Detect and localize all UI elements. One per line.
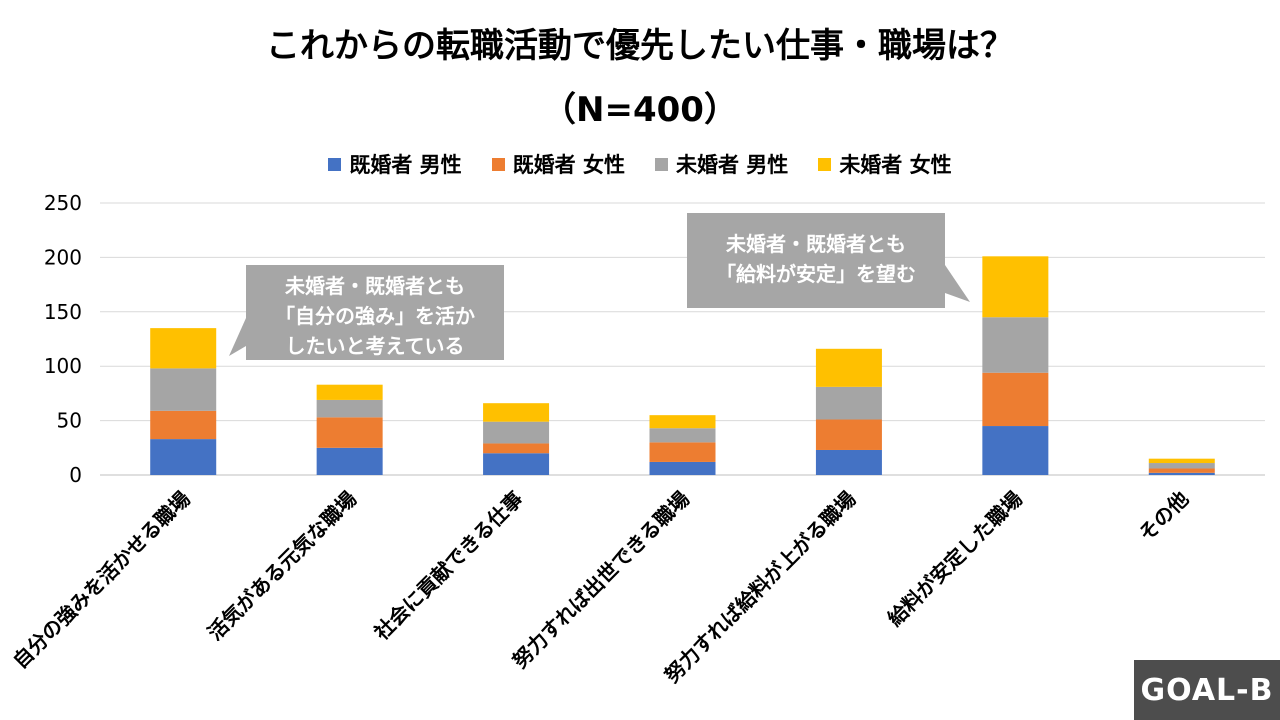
bar-segment <box>483 403 550 422</box>
callout-line: 「自分の強み」を活か <box>275 304 475 328</box>
bar-segment <box>1148 468 1215 473</box>
bar-segment <box>815 449 882 475</box>
bar-segment <box>649 461 716 475</box>
callout-line: 未婚者・既婚者とも <box>285 274 465 298</box>
bar-segment <box>649 428 716 443</box>
bar-segment <box>316 447 383 475</box>
legend-swatch <box>655 157 668 171</box>
bar-segment <box>150 439 217 475</box>
legend-item-single-female: 未婚者 女性 <box>818 149 952 179</box>
chart-subtitle: （N=400） <box>542 90 738 130</box>
legend-label: 未婚者 男性 <box>676 153 789 177</box>
x-tick-label: 努力すれば出世できる職場 <box>508 487 694 673</box>
bar-segment <box>1148 458 1215 464</box>
bar-segment <box>982 317 1049 373</box>
legend-swatch <box>328 157 342 171</box>
callout-strengths: 未婚者・既婚者とも 「自分の強み」を活か したいと考えている <box>246 265 504 360</box>
bar-segment <box>815 419 882 450</box>
chart-title: これからの転職活動で優先したい仕事・職場は？ <box>266 26 1014 66</box>
callout-line: したいと考えている <box>285 334 465 358</box>
legend-swatch <box>818 157 832 171</box>
bar-segment <box>649 415 716 429</box>
legend-label: 既婚者 男性 <box>349 153 462 177</box>
y-tick-label: 150 <box>44 300 82 324</box>
bar-segment <box>483 453 550 475</box>
bar-segment <box>316 384 383 400</box>
x-tick-label: 活気がある元気な職場 <box>203 487 361 645</box>
legend-label: 既婚者 女性 <box>512 153 625 177</box>
bar-segment <box>483 421 550 444</box>
x-tick-label: その他 <box>1134 487 1193 546</box>
y-tick-label: 100 <box>44 354 82 378</box>
callout-pointer <box>945 265 970 302</box>
legend-item-married-female: 既婚者 女性 <box>491 149 625 179</box>
goal-b-logo: GOAL-B <box>1134 660 1280 720</box>
bar-segment <box>316 417 383 448</box>
x-tick-label: 社会に貢献できる仕事 <box>369 487 528 646</box>
legend-item-single-male: 未婚者 男性 <box>655 149 788 179</box>
bar-segment <box>150 368 217 411</box>
y-tick-label: 250 <box>44 191 82 215</box>
bar-segment <box>815 386 882 420</box>
bar-segment <box>1148 472 1215 475</box>
bar-segment <box>982 256 1049 318</box>
x-tick-label: 努力すれば給料が上がる職場 <box>660 487 861 688</box>
y-tick-label: 200 <box>44 245 82 269</box>
bar-segment <box>649 442 716 462</box>
callout-line: 「給料が安定」を望む <box>716 262 916 286</box>
bar-segment <box>483 443 550 454</box>
bar-segment <box>982 372 1049 427</box>
bar-segment <box>150 410 217 440</box>
legend: 既婚者 男性 既婚者 女性 未婚者 男性 未婚者 女性 <box>0 149 1280 179</box>
y-tick-label: 0 <box>69 463 82 487</box>
bar-segment <box>982 426 1049 475</box>
legend-swatch <box>491 157 505 171</box>
legend-item-married-male: 既婚者 男性 <box>328 149 462 179</box>
legend-label: 未婚者 女性 <box>839 153 952 177</box>
bar-segment <box>1148 463 1215 469</box>
bar-segment <box>815 348 882 387</box>
bar-segment <box>150 328 217 369</box>
bar-segment <box>316 399 383 418</box>
x-tick-label: 給料が安定した職場 <box>883 487 1027 631</box>
callout-stable-salary: 未婚者・既婚者とも 「給料が安定」を望む <box>687 213 945 308</box>
callout-line: 未婚者・既婚者とも <box>726 232 906 256</box>
x-tick-label: 自分の強みを活かせる職場 <box>8 487 195 674</box>
y-tick-label: 50 <box>57 409 82 433</box>
callout-pointer <box>229 318 246 356</box>
